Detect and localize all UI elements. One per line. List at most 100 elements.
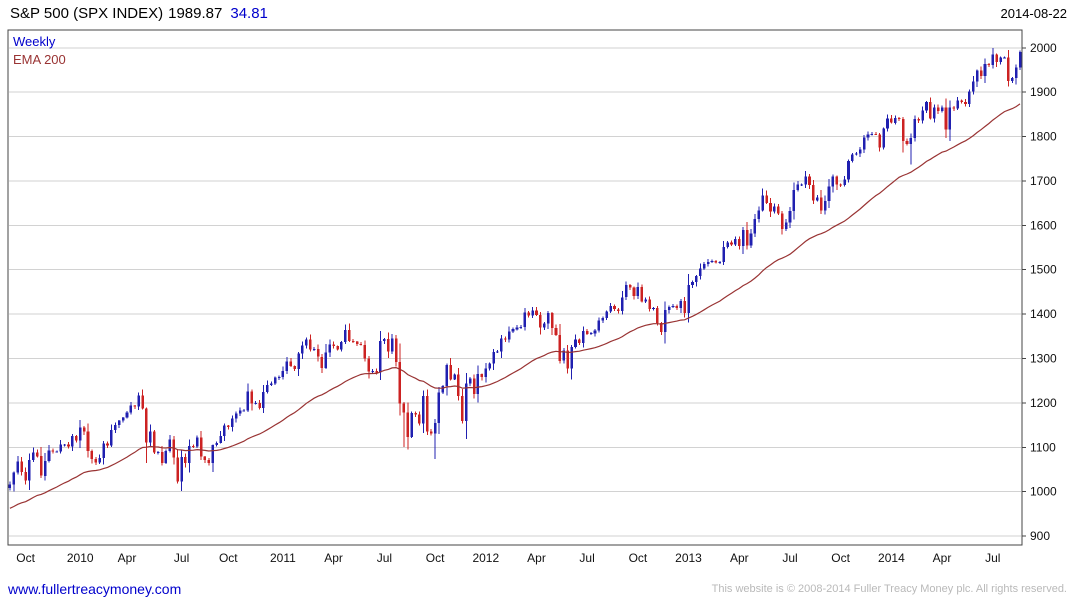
candle-body: [312, 349, 316, 351]
candle-body: [613, 306, 616, 310]
gridlines: [9, 47, 1026, 537]
candle-body: [784, 222, 788, 229]
candle-body: [539, 315, 542, 328]
candle-body: [726, 242, 729, 248]
instrument-name: S&P 500 (SPX INDEX): [10, 5, 164, 22]
candle-body: [866, 134, 870, 138]
candle-body: [827, 186, 831, 201]
candle-body: [344, 330, 347, 343]
candle-body: [691, 282, 694, 285]
y-tick-label: 1300: [1030, 352, 1057, 366]
candle-body: [145, 408, 148, 443]
candle-body: [273, 377, 277, 384]
candle-body: [929, 101, 932, 119]
candle-body: [702, 264, 706, 269]
candle-body: [948, 107, 952, 130]
x-tick-label: 2012: [472, 551, 499, 565]
candle-body: [562, 350, 566, 361]
candle-body: [964, 101, 967, 105]
candle-body: [777, 206, 780, 214]
candle-body: [695, 276, 698, 283]
candle-body: [851, 154, 854, 161]
candle-body: [82, 427, 86, 432]
x-tick-label: 2013: [675, 551, 702, 565]
candle-body: [878, 134, 881, 148]
candle-body: [714, 260, 718, 263]
candle-body: [398, 362, 402, 404]
candle-body: [301, 345, 304, 354]
x-tick-label: Apr: [730, 551, 749, 565]
candle-body: [675, 306, 679, 308]
candle-body: [308, 339, 312, 350]
candle-body: [114, 425, 117, 430]
candle-body: [847, 161, 850, 180]
candle-body: [671, 306, 675, 308]
candle-body: [75, 435, 78, 441]
candle-body: [582, 331, 585, 343]
y-tick-label: 1200: [1030, 396, 1057, 410]
candle-body: [554, 327, 558, 335]
candle-body: [480, 374, 484, 378]
candle-body: [558, 335, 562, 361]
candle-body: [195, 437, 199, 447]
candle-body: [500, 338, 503, 352]
candle-body: [660, 323, 663, 332]
site-link[interactable]: www.fullertreacymoney.com: [8, 581, 182, 597]
candle-body: [835, 176, 839, 185]
plot-border: [7, 29, 1023, 546]
candle-body: [383, 339, 386, 342]
candle-body: [706, 261, 710, 264]
candle-body: [137, 395, 140, 407]
candle-body: [960, 100, 963, 102]
candle-body: [734, 239, 737, 245]
candle-body: [730, 242, 733, 245]
candle-body: [999, 57, 1002, 62]
x-tick-label: Apr: [933, 551, 952, 565]
candle-body: [262, 391, 265, 408]
ema-line: [9, 103, 1021, 509]
candle-body: [258, 402, 261, 408]
y-tick-label: 1800: [1030, 130, 1057, 144]
candle-body: [117, 420, 121, 426]
candle-body: [71, 435, 74, 447]
x-tick-label: Oct: [831, 551, 850, 565]
candle-body: [956, 100, 959, 109]
candle-body: [519, 327, 523, 328]
candle-body: [699, 268, 702, 276]
candle-body: [952, 107, 956, 109]
y-tick-label: 1000: [1030, 485, 1057, 499]
candle-body: [585, 331, 589, 335]
candle-body: [921, 110, 924, 121]
candle-body: [94, 458, 98, 463]
candle-body: [936, 107, 940, 111]
candle-body: [589, 333, 593, 335]
candle-body: [305, 339, 308, 346]
candle-body: [656, 307, 659, 323]
candle-body: [995, 54, 998, 62]
candle-body: [515, 327, 519, 330]
candle-body: [16, 461, 19, 473]
candle-body: [414, 413, 417, 415]
candle-body: [640, 287, 644, 302]
y-tick-label: 1400: [1030, 307, 1057, 321]
candle-body: [566, 350, 569, 369]
candle-body: [543, 323, 546, 328]
candle-body: [20, 461, 23, 473]
candle-body: [359, 343, 363, 345]
candle-body: [882, 128, 885, 148]
candle-body: [800, 184, 803, 186]
candle-body: [741, 230, 745, 247]
candle-body: [492, 351, 495, 364]
candle-body: [843, 179, 846, 185]
candle-body: [745, 230, 749, 246]
chart-date: 2014-08-22: [1000, 6, 1068, 21]
candle-body: [402, 403, 406, 413]
candle-body: [987, 64, 991, 66]
candle-body: [823, 200, 827, 211]
candle-body: [874, 133, 878, 135]
candle-body: [972, 81, 975, 92]
x-tick-label: Jul: [174, 551, 189, 565]
candle-body: [289, 361, 292, 366]
candle-body: [796, 184, 800, 190]
y-tick-label: 2000: [1030, 41, 1057, 55]
